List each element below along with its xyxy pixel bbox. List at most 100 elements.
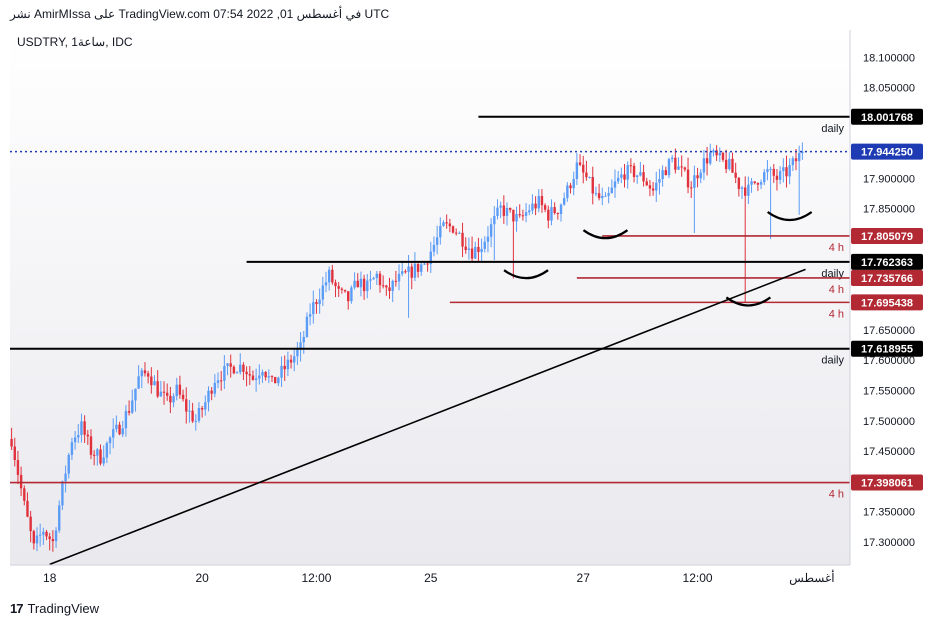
candle-body [416,263,420,272]
candle-body [89,436,93,455]
candle-body [42,531,45,535]
candle [397,264,401,291]
time-axis: 18 20 12:00 25 27 12:00 أغسطس [43,570,835,585]
candle-body [308,314,312,317]
price-tag-text: 17.735766 [861,273,913,285]
candle [724,149,728,174]
candle-body [404,271,407,273]
candle [537,189,540,213]
candle-body [366,280,369,292]
candle-body [102,457,105,464]
candle-body [226,363,229,367]
candle-body [185,399,188,412]
candle [353,272,356,290]
candle-body [597,193,601,199]
candle-body [77,434,80,438]
tradingview-logo[interactable]: 17 TradingView [10,601,99,616]
candle-body [121,428,124,435]
candle [112,418,115,449]
candle [461,222,464,258]
candle [524,203,528,223]
candle-body [223,366,226,381]
candle [597,183,601,201]
candle [616,170,620,185]
chart-background [10,30,850,565]
candle-body [213,382,217,394]
candle [759,179,763,190]
candle-body [772,168,775,176]
candle [512,209,515,279]
candle [750,178,753,193]
candle-body [712,150,715,153]
candle-body [385,285,388,288]
candle [337,282,340,297]
candle-body [359,278,363,288]
candle [778,166,782,185]
candle [312,290,315,324]
candle-body [26,500,29,517]
candle [45,529,48,541]
price-tick-label: 17.500000 [863,416,915,428]
level-timeframe-label: daily [821,355,844,367]
candle [664,166,668,176]
price-tag-text: 17.762363 [861,257,913,269]
candle [420,262,423,276]
candle-body [477,246,480,253]
candle-body [394,280,398,282]
candle [502,195,506,224]
candle [261,369,264,383]
candle [448,218,452,233]
candle-body [29,516,32,532]
candle [534,196,537,216]
candle-body [737,177,741,189]
candle-body [470,248,474,259]
candle-body [175,384,178,397]
candle-body [483,241,486,249]
candle [582,155,585,184]
time-tick-label: 27 [577,571,591,585]
candle-body [23,488,26,501]
candle [289,354,293,369]
candle [239,353,242,375]
candle-body [305,316,309,337]
candle [429,241,432,273]
candle [343,289,347,293]
candle-body [769,168,772,170]
candle-body [378,273,382,286]
candle-body [505,207,509,216]
candle-body [705,158,709,164]
time-tick-label: أغسطس [789,570,834,585]
candle [401,260,404,277]
candle [756,182,760,191]
level-price-tag: 17.735766 [851,269,923,286]
candle-body [115,424,118,430]
candle-body [353,280,356,288]
candle-body [607,193,610,196]
candle-body [566,185,569,199]
candle-body [277,377,280,384]
candle-body [572,178,575,189]
candle [77,423,80,444]
candle [181,389,185,402]
candle-body [782,167,785,172]
candle [264,371,267,381]
candle [223,355,226,390]
candle [769,166,772,240]
candle [51,530,55,552]
candle [585,160,588,181]
candle [391,279,394,303]
candle-body [131,400,134,413]
candle-body [48,536,51,540]
candle [801,142,804,160]
candle-body [594,193,598,195]
price-chart[interactable]: daily 18.001768 4 h 17.805079 daily 17.762363… [0,0,938,595]
candle [327,266,331,291]
candle-body [677,166,680,170]
candle-body [731,158,734,173]
candle-body [159,391,163,397]
price-tag-text: 18.001768 [861,112,913,124]
candle [569,182,572,194]
price-tick-label: 17.900000 [863,173,915,185]
candle-body [553,207,556,214]
candle-body [616,177,620,182]
